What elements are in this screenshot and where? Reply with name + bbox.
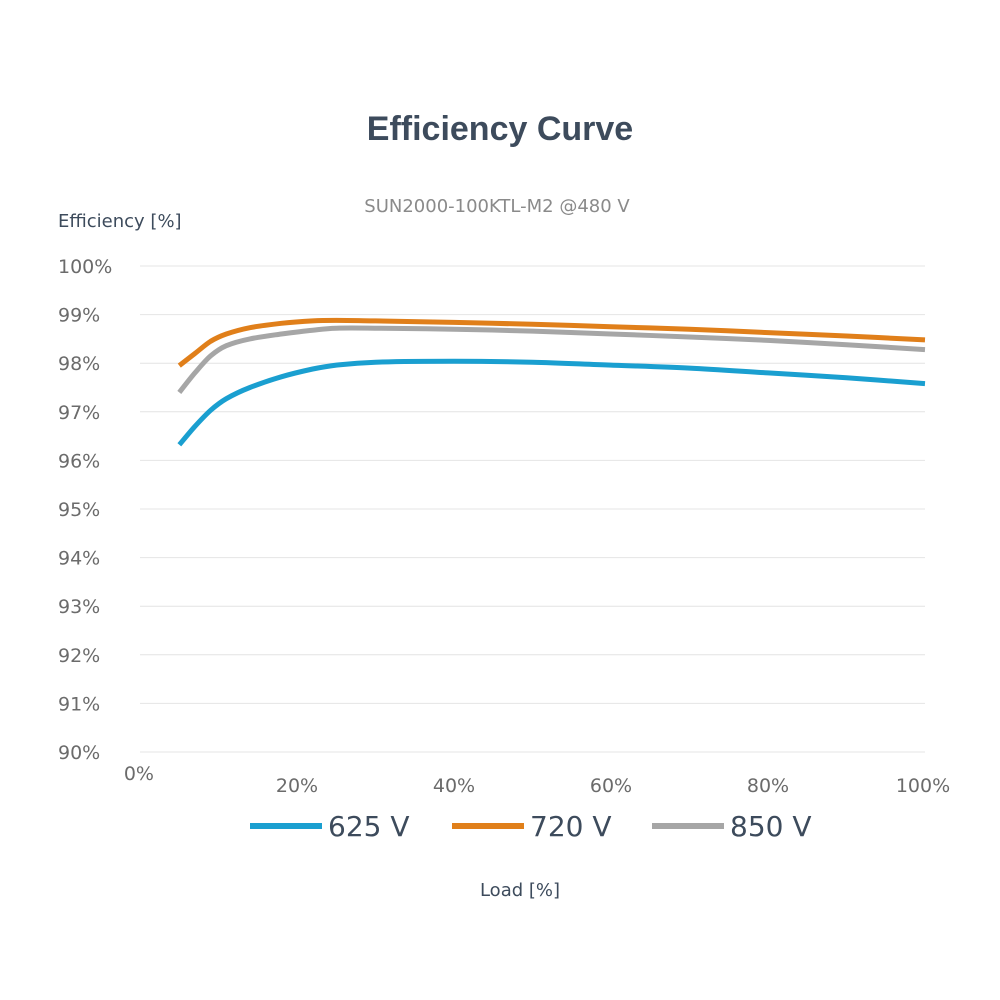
x-tick-label: 40% (433, 775, 475, 797)
y-tick-label: 94% (58, 548, 100, 570)
y-tick-label: 96% (58, 450, 100, 472)
legend-label: 720 V (530, 810, 612, 843)
series-line-720v (177, 317, 926, 368)
chart-subtitle: SUN2000-100KTL-M2 @480 V (364, 196, 630, 217)
legend: 625 V 720 V 850 V (250, 810, 812, 843)
y-tick-label: 99% (58, 305, 100, 327)
x-tick-label: 0% (124, 763, 154, 785)
y-tick-label: 98% (58, 353, 100, 375)
y-tick-label: 97% (58, 402, 100, 424)
chart-title: Efficiency Curve (367, 110, 633, 148)
series-line-625v (177, 358, 926, 447)
gridlines (140, 265, 925, 753)
x-axis-label: Load [%] (480, 880, 560, 901)
y-tick-label: 92% (58, 645, 100, 667)
y-tick-label: 90% (58, 742, 100, 764)
y-tick-label: 91% (58, 693, 100, 715)
x-tick-label: 80% (747, 775, 789, 797)
series-lines (177, 317, 926, 447)
legend-label: 625 V (328, 810, 410, 843)
series-line-850v (177, 325, 926, 394)
y-tick-labels: 100% 99% 98% 97% 96% 95% 94% 93% 92% 91% 90% (58, 256, 112, 764)
x-tick-labels: 0% 20% 40% 60% 80% 100% (124, 763, 950, 797)
y-tick-label: 93% (58, 596, 100, 618)
legend-label: 850 V (730, 810, 812, 843)
x-tick-label: 100% (896, 775, 950, 797)
y-tick-label: 100% (58, 256, 112, 278)
x-tick-label: 60% (590, 775, 632, 797)
y-tick-label: 95% (58, 499, 100, 521)
y-axis-label: Efficiency [%] (58, 211, 182, 232)
x-tick-label: 20% (276, 775, 318, 797)
